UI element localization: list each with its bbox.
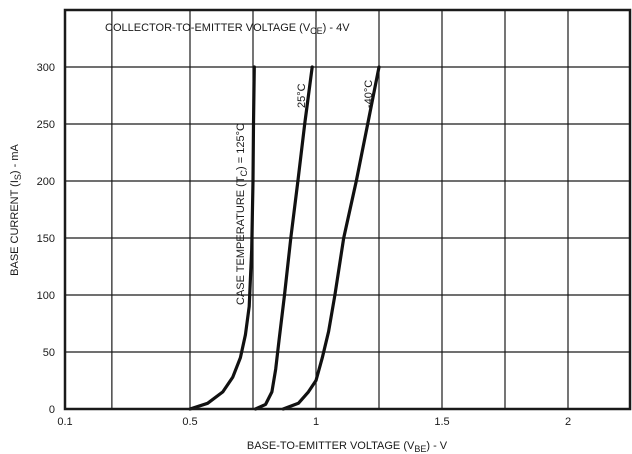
y-tick-label: 0 [49, 404, 55, 416]
x-tick-label: 1 [313, 416, 319, 428]
series-group [188, 65, 381, 411]
curve-label-25c: 25°C [296, 83, 308, 108]
y-tick-label: 50 [43, 347, 55, 359]
x-tick-label: 1.5 [434, 416, 449, 428]
series-line-125c [188, 65, 256, 411]
series-line-25c [253, 65, 314, 411]
y-tick-label: 300 [37, 62, 55, 74]
y-tick-label: 100 [37, 290, 55, 302]
curve-label-125c: CASE TEMPERATURE (TC) = 125°C [235, 123, 249, 305]
curve-label-minus40c: -40°C [363, 80, 375, 108]
y-tick-label: 250 [37, 119, 55, 131]
grid [64, 10, 630, 410]
x-axis-label: BASE-TO-EMITTER VOLTAGE (VBE) - V [247, 440, 448, 454]
y-tick-label: 150 [37, 233, 55, 245]
tick-labels: 0.1 0.5 1 1.5 2 0 50 100 150 200 250 300 [37, 62, 571, 428]
y-tick-label: 200 [37, 176, 55, 188]
x-tick-label: 2 [565, 416, 571, 428]
plot-frame [63, 8, 632, 411]
x-tick-label: 0.1 [57, 416, 72, 428]
y-axis-label: BASE CURRENT (IS) - mA [9, 143, 23, 275]
x-tick-label: 0.5 [182, 416, 197, 428]
condition-annotation: COLLECTOR-TO-EMITTER VOLTAGE (VCE) - 4V [105, 22, 350, 36]
series-line-minus40c [281, 65, 381, 411]
